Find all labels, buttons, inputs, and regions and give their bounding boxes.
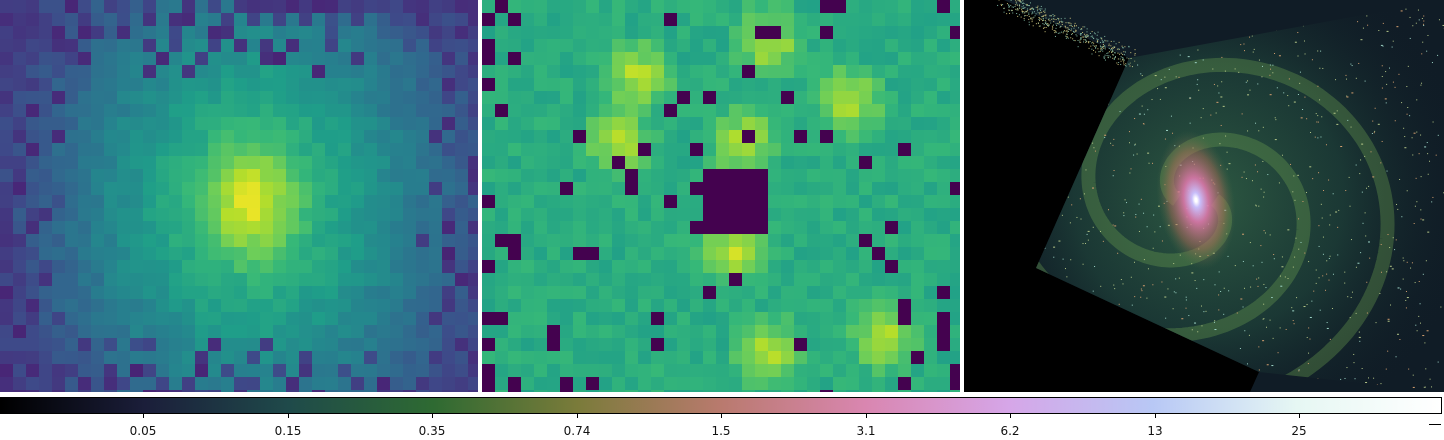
colorbar-tick-mark xyxy=(1299,414,1300,418)
colorbar-tick-mark xyxy=(432,414,433,418)
colorbar-tick-label: 6.2 xyxy=(1000,424,1020,438)
colorbar-tick-label: 1.5 xyxy=(711,424,731,438)
colorbar-tick-mark xyxy=(143,414,144,418)
colorbar-tick-mark xyxy=(1155,414,1156,418)
colorbar-tick-mark xyxy=(721,414,722,418)
left-map-panel xyxy=(0,0,478,392)
galaxy-image xyxy=(964,0,1444,392)
colorbar-tick-label: 25 xyxy=(1291,424,1307,438)
colorbar-tick-label: 0.74 xyxy=(563,424,591,438)
colorbar xyxy=(0,397,1442,414)
galaxy-panel xyxy=(964,0,1444,392)
middle-map-image xyxy=(482,0,960,392)
colorbar-end-mark xyxy=(1429,424,1441,425)
left-map-image xyxy=(0,0,478,392)
colorbar-tick-label: 3.1 xyxy=(856,424,876,438)
colorbar-tick-mark xyxy=(1010,414,1011,418)
colorbar-tick-label: 0.15 xyxy=(274,424,302,438)
colorbar-tick-mark xyxy=(866,414,867,418)
colorbar-tick-label: 13 xyxy=(1147,424,1163,438)
colorbar-ticks: 0.05 0.15 0.35 0.74 1.5 3.1 6.2 13 25 xyxy=(0,414,1444,440)
colorbar-tick-label: 0.05 xyxy=(129,424,157,438)
colorbar-tick-label: 0.35 xyxy=(418,424,446,438)
colorbar-tick-mark xyxy=(288,414,289,418)
middle-map-panel xyxy=(482,0,960,392)
colorbar-tick-mark xyxy=(577,414,578,418)
